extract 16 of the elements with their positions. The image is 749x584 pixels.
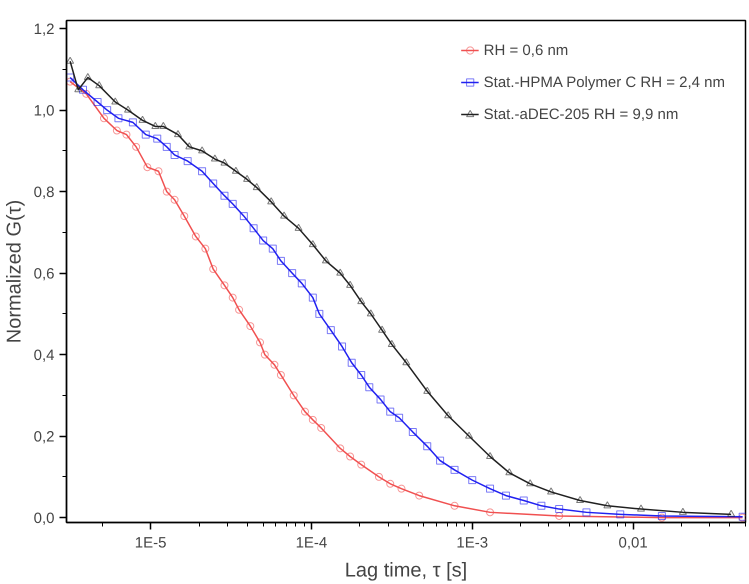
- x-tick-label: 0,01: [618, 534, 648, 552]
- y-tick-label: 0,2: [34, 428, 55, 446]
- y-tick-label: 0,8: [34, 184, 55, 202]
- legend-label: Stat.-HPMA Polymer C RH = 2,4 nm: [484, 74, 725, 90]
- x-tick-label: 1E-3: [456, 534, 488, 552]
- legend-label: Stat.-aDEC-205 RH = 9,9 nm: [484, 106, 678, 122]
- x-tick-label: 1E-5: [134, 534, 166, 552]
- x-tick-label: 1E-4: [296, 534, 328, 552]
- y-tick-label: 0,4: [34, 347, 55, 364]
- y-tick-label: 1,2: [34, 21, 55, 38]
- y-tick-label: 0,0: [34, 510, 55, 528]
- y-tick-label: 0,6: [34, 266, 55, 283]
- x-axis-title: Lag time, τ [s]: [344, 560, 468, 582]
- legend-label: RH = 0,6 nm: [484, 42, 568, 58]
- y-tick-label: 1,0: [34, 102, 55, 120]
- y-axis-title: Normalized G(τ): [4, 200, 26, 344]
